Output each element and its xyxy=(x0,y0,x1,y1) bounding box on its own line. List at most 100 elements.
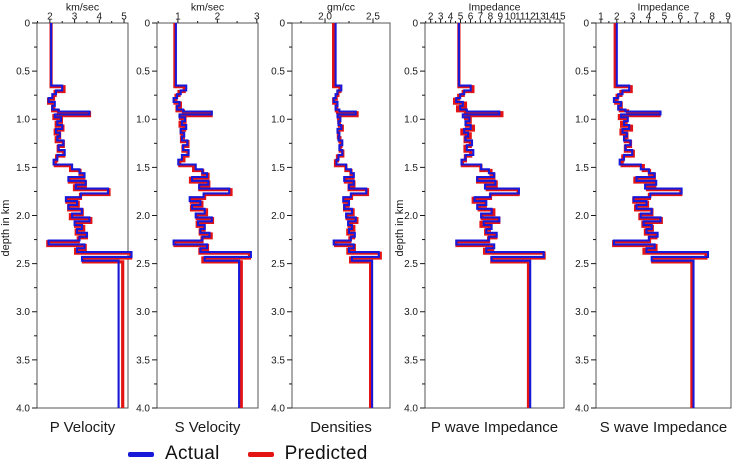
x-axis-title: gm/cc xyxy=(327,2,355,14)
depth-tick-label: 4.0 xyxy=(404,403,418,414)
x-axis-title: km/sec xyxy=(66,2,99,14)
depth-tick-label: 4.0 xyxy=(271,403,285,414)
x-tick-label: 4 xyxy=(97,12,103,23)
x-tick-label: 10 xyxy=(505,12,517,23)
plot-title: S wave Impedance xyxy=(600,419,728,436)
x-axis-title: km/sec xyxy=(191,2,224,14)
x-tick-label: 2,0 xyxy=(318,12,332,23)
depth-tick-label: 0.5 xyxy=(136,67,150,78)
x-tick-label: 8 xyxy=(709,12,715,23)
depth-tick-label: 1.0 xyxy=(16,115,30,126)
x-tick-label: 1 xyxy=(598,12,604,23)
depth-tick-label: 2.0 xyxy=(136,211,150,222)
x-tick-label: 3 xyxy=(438,12,444,23)
plot-s-velocity: 1 2 3 km/sec 0 0.5 1.0 1.5 2.0 2.5 3.0 3.5 4.0 S Velo… xyxy=(136,2,260,437)
x-tick-label: 5 xyxy=(458,12,464,23)
x-tick-label: 15 xyxy=(554,12,566,23)
x-axis-title: Impedance xyxy=(469,2,521,14)
depth-tick-label: 0 xyxy=(279,18,285,29)
depth-tick-label: 1.5 xyxy=(404,163,418,174)
depth-tick-label: 2.5 xyxy=(271,259,285,270)
depth-tick-label: 1.0 xyxy=(271,115,285,126)
x-tick-label: 4 xyxy=(646,12,652,23)
x-tick-label: 12 xyxy=(525,12,537,23)
x-tick-label: 4 xyxy=(448,12,454,23)
depth-tick-label: 0 xyxy=(24,18,30,29)
depth-tick-label: 0.5 xyxy=(575,67,589,78)
x-tick-label: 9 xyxy=(498,12,504,23)
x-tick-label: 14 xyxy=(545,12,557,23)
x-tick-label: 2,5 xyxy=(366,12,380,23)
x-tick-label: 2 xyxy=(47,12,53,23)
depth-tick-label: 3.5 xyxy=(575,355,589,366)
depth-tick-label: 2.0 xyxy=(16,211,30,222)
depth-tick-label: 0 xyxy=(144,18,150,29)
depth-tick-label: 3.0 xyxy=(271,307,285,318)
depth-tick-label: 1.5 xyxy=(575,163,589,174)
x-tick-label: 9 xyxy=(725,12,731,23)
legend: Actual Predicted xyxy=(128,443,368,465)
actual-curve xyxy=(612,23,710,408)
depth-tick-label: 2.5 xyxy=(404,259,418,270)
depth-tick-label: 0.5 xyxy=(271,67,285,78)
actual-curve xyxy=(172,23,252,408)
depth-tick-label: 1.5 xyxy=(136,163,150,174)
x-tick-label: 2 xyxy=(215,12,221,23)
x-tick-label: 1 xyxy=(175,12,181,23)
depth-tick-label: 4.0 xyxy=(575,403,589,414)
depth-tick-label: 2.0 xyxy=(404,211,418,222)
depth-tick-label: 1.0 xyxy=(404,115,418,126)
depth-tick-label: 0.5 xyxy=(16,67,30,78)
x-tick-label: 3 xyxy=(254,12,260,23)
actual-curve xyxy=(47,23,133,408)
predicted-curve xyxy=(453,23,546,408)
depth-tick-label: 1.5 xyxy=(16,163,30,174)
depth-tick-label: 3.0 xyxy=(136,307,150,318)
depth-tick-label: 3.0 xyxy=(404,307,418,318)
depth-tick-label: 2.5 xyxy=(16,259,30,270)
depth-tick-label: 1.0 xyxy=(575,115,589,126)
depth-tick-label: 2.0 xyxy=(271,211,285,222)
depth-tick-label: 0 xyxy=(583,18,589,29)
x-tick-label: 3 xyxy=(630,12,636,23)
legend-actual-swatch xyxy=(128,451,154,457)
depth-tick-label: 3.0 xyxy=(16,307,30,318)
depth-tick-label: 1.0 xyxy=(136,115,150,126)
depth-tick-label: 1.5 xyxy=(271,163,285,174)
depth-tick-label: 4.0 xyxy=(136,403,150,414)
actual-curve xyxy=(455,23,545,408)
well-log-plots: 2 3 4 5km/sec00.51.01.52.02.53.03.54.0depth… xyxy=(0,2,732,437)
x-tick-label: 5 xyxy=(662,12,668,23)
actual-curve xyxy=(332,23,380,408)
plot-title: S Velocity xyxy=(175,419,241,436)
depth-tick-label: 0.5 xyxy=(404,67,418,78)
x-tick-label: 6 xyxy=(678,12,684,23)
plot-p-velocity: 2 3 4 5 km/sec 0 0.5 1.0 1.5 2.0 2.5 3.0 3.5 4.0 depth… xyxy=(0,2,133,436)
x-tick-label: 13 xyxy=(535,12,547,23)
plot-title: P wave Impedance xyxy=(431,419,558,436)
predicted-curve xyxy=(332,23,382,408)
depth-tick-label: 2.0 xyxy=(575,211,589,222)
plot-s-wave-impedance: 1 2 3 4 5 6 7 8 9 Impedance 0 0.5 1.0 1.5 2.0 2.5 3.0 3.5… xyxy=(575,2,732,436)
predicted-curve xyxy=(612,23,708,408)
depth-tick-label: 2.5 xyxy=(136,259,150,270)
depth-tick-label: 0 xyxy=(412,18,418,29)
depth-axis-label: depth in km xyxy=(0,200,12,257)
depth-tick-label: 3.5 xyxy=(271,355,285,366)
depth-tick-label: 4.0 xyxy=(16,403,30,414)
depth-tick-label: 3.5 xyxy=(404,355,418,366)
plot-title: Densities xyxy=(310,419,372,436)
x-tick-label: 7 xyxy=(478,12,484,23)
x-tick-label: 5 xyxy=(121,12,127,23)
x-tick-label: 3 xyxy=(72,12,78,23)
x-tick-label: 11 xyxy=(515,12,526,23)
depth-tick-label: 2.5 xyxy=(575,259,589,270)
plot-frame xyxy=(291,22,391,409)
legend-actual-label: Actual xyxy=(165,443,220,464)
x-tick-label: 2 xyxy=(614,12,620,23)
legend-predicted-label: Predicted xyxy=(284,443,368,464)
x-tick-label: 7 xyxy=(693,12,699,23)
legend-predicted-swatch xyxy=(247,451,274,457)
